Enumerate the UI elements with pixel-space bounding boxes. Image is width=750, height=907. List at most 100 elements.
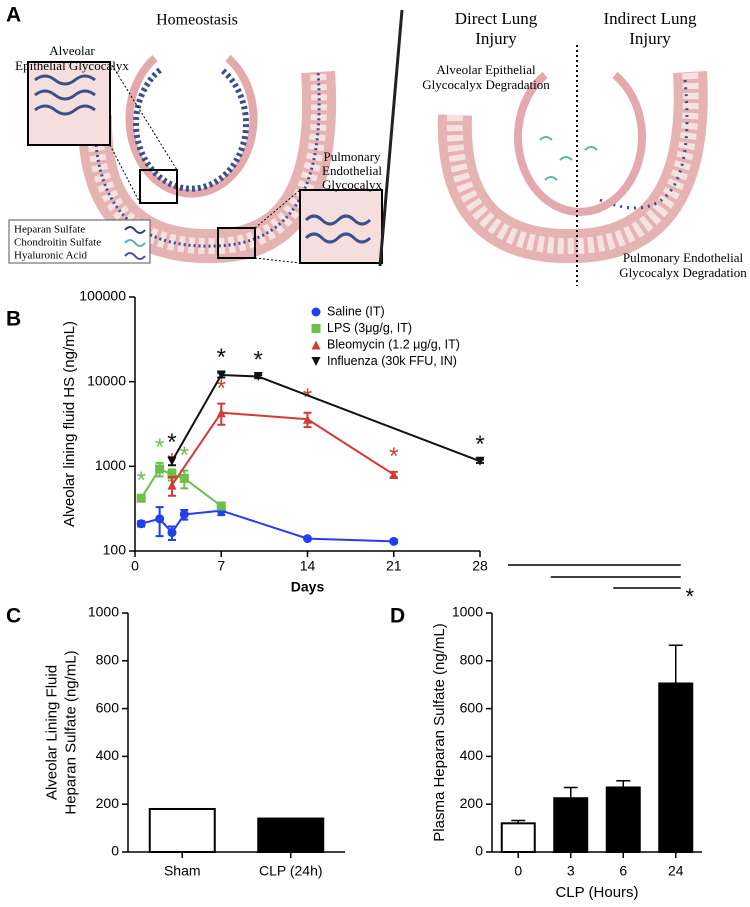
label: Glycocalyx Degradation: [422, 77, 550, 92]
x-axis-label: CLP (Hours): [555, 884, 638, 901]
y-axis-label: Alveolar Lining Fluid: [43, 665, 60, 800]
data-point: [303, 534, 312, 544]
data-point: [179, 473, 189, 483]
significance-mark: *: [180, 442, 189, 469]
data-point: [216, 501, 226, 511]
y-tick-label: 10000: [87, 372, 126, 388]
legend-label: Hyaluronic Acid: [14, 250, 88, 262]
glycocalyx: [599, 79, 689, 210]
significance-mark: *: [475, 431, 484, 458]
legend-label: Heparan Sulfate: [14, 224, 85, 236]
significance-mark: *: [303, 384, 312, 411]
shed-glycans: [539, 136, 598, 181]
panel-label: C: [6, 605, 21, 628]
y-tick-label: 1000: [95, 457, 126, 473]
inset-box: [217, 227, 256, 259]
legend-icon: [124, 226, 146, 234]
y-tick-label: 600: [96, 699, 120, 715]
significance-mark: *: [136, 467, 145, 494]
inset-box: [139, 169, 178, 204]
y-tick-label: 1000: [88, 604, 119, 620]
significance-mark: *: [217, 344, 226, 371]
title: Injury: [475, 29, 517, 48]
panel-label: B: [6, 308, 21, 331]
label: Glycocalyx: [322, 177, 382, 192]
label: Epithelial Glycocalyx: [15, 58, 129, 73]
legend-label: Influenza (30k FFU, IN): [327, 354, 457, 368]
data-point: [475, 456, 485, 466]
data-point: [389, 470, 399, 480]
y-tick-label: 0: [475, 843, 483, 859]
data-point: [389, 536, 399, 546]
error-bar: [668, 644, 683, 684]
series-line: [171, 373, 481, 463]
x-tick-label: 24: [668, 863, 684, 879]
x-tick-label: 0: [514, 863, 522, 879]
x-tick-label: 14: [300, 558, 316, 574]
label: Alveolar Epithelial: [436, 62, 536, 77]
inset: [27, 61, 111, 146]
data-point: [179, 509, 189, 519]
legend-label: Bleomycin (1.2 μg/g, IT): [327, 337, 460, 351]
significance-mark: *: [217, 375, 226, 402]
data-point: [167, 456, 177, 466]
y-tick-label: 400: [96, 747, 120, 763]
series-line: [140, 509, 394, 543]
data-point: [253, 372, 263, 382]
bar: [257, 817, 325, 853]
glycocalyx: [93, 71, 321, 248]
error-bar: [563, 786, 578, 799]
panel-label: D: [390, 605, 405, 628]
y-axis-label: Alveolar lining fluid HS (ng/mL): [61, 321, 78, 527]
error-bar: [616, 780, 631, 788]
y-axis-label: Plasma Heparan Sulfate (ng/mL): [431, 623, 448, 841]
bar: [553, 797, 589, 853]
title: Injury: [629, 29, 671, 48]
label: Endothelial: [322, 163, 382, 178]
y-tick-label: 1000: [452, 604, 483, 620]
label: Pulmonary Endothelial: [623, 250, 744, 265]
vessel-lumen: [446, 71, 699, 255]
x-tick-label: Sham: [164, 863, 201, 879]
y-axis-label: Heparan Sulfate (ng/mL): [62, 650, 79, 814]
label: Pulmonary: [323, 149, 381, 164]
label: Glycocalyx Degradation: [619, 265, 747, 280]
legend-label: Chondroitin Sulfate: [14, 237, 101, 249]
bar: [605, 786, 641, 853]
x-tick-label: 3: [567, 863, 575, 879]
legend-label: Saline (IT): [327, 304, 385, 318]
label: Alveolar: [49, 43, 95, 58]
x-tick-label: CLP (24h): [259, 863, 323, 879]
y-tick-label: 800: [460, 652, 484, 668]
x-tick-label: 7: [217, 558, 225, 574]
title: Direct Lung: [455, 9, 538, 28]
data-point: [136, 519, 146, 529]
series-line: [171, 411, 395, 486]
error-bar: [511, 819, 526, 824]
alveolus: [125, 55, 258, 198]
significance-mark: *: [167, 429, 176, 456]
legend-marker: [311, 340, 321, 350]
legend-icon: [124, 252, 146, 260]
data-point: [136, 493, 146, 503]
x-tick-label: 21: [386, 558, 402, 574]
panel-label: A: [6, 4, 21, 27]
data-point: [167, 470, 177, 480]
title: Indirect Lung: [604, 9, 697, 28]
legend-marker: [311, 357, 321, 366]
data-point: [216, 408, 226, 418]
x-tick-label: 28: [472, 558, 488, 574]
significance-mark: *: [389, 443, 398, 470]
y-tick-label: 600: [460, 699, 484, 715]
significance-mark: *: [155, 434, 164, 461]
y-tick-label: 100000: [79, 288, 126, 304]
y-tick-label: 400: [460, 747, 484, 763]
vessel-lumen: [86, 71, 328, 255]
title: Homeostasis: [156, 12, 238, 29]
bar: [500, 822, 536, 854]
y-tick-label: 0: [111, 843, 119, 859]
data-point: [216, 370, 226, 380]
x-tick-label: 6: [619, 863, 627, 879]
y-tick-label: 200: [96, 795, 120, 811]
